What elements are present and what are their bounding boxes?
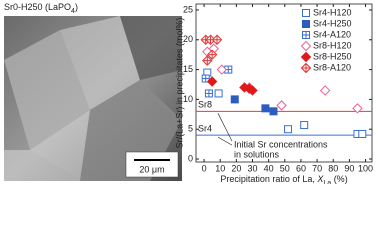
point — [319, 85, 331, 96]
x-tick-label: 80 — [328, 163, 338, 173]
leader — [217, 113, 233, 142]
image-label: Sr0-H250 (LaPO4) — [4, 2, 78, 14]
point — [284, 125, 293, 134]
x-tick-label: 30 — [248, 163, 258, 173]
marker-shape — [230, 95, 239, 104]
legend-label: Sr4-A120 — [313, 29, 351, 39]
label-part: Sr0-H250 (LaPO — [4, 2, 71, 12]
marker-shape — [302, 9, 310, 17]
point — [276, 100, 287, 111]
y-tick-label: 20 — [183, 34, 193, 44]
legend-label: Sr8-H250 — [313, 51, 352, 61]
marker-shape — [300, 121, 309, 130]
marker-shape — [206, 76, 218, 87]
point — [300, 121, 309, 130]
reference-label: Sr4 — [198, 124, 212, 134]
point — [269, 107, 278, 116]
plot-frame — [195, 3, 373, 163]
marker-shape — [214, 89, 223, 98]
reference-label: Sr8 — [198, 100, 212, 110]
marker-shape — [300, 40, 312, 52]
point — [230, 95, 239, 104]
point — [211, 34, 223, 45]
legend-marker — [302, 31, 310, 39]
marker-shape — [284, 125, 293, 134]
legend-marker — [300, 62, 312, 74]
point — [358, 129, 367, 138]
x-label-part: (%) — [331, 174, 348, 184]
y-tick-label: 10 — [183, 94, 193, 104]
point — [247, 85, 258, 96]
marker-shape — [352, 103, 363, 114]
annotation: Initial Sr concentrations — [234, 140, 328, 150]
x-tick-label: 0 — [202, 163, 207, 173]
y-tick-label: 5 — [188, 124, 193, 134]
x-tick-label: 20 — [231, 163, 241, 173]
point — [201, 74, 210, 83]
marker-shape — [302, 20, 310, 28]
point — [261, 104, 270, 113]
x-label-part: Precipitation ratio of La, — [220, 174, 317, 184]
annotation: in solutions — [234, 150, 280, 160]
point — [202, 55, 213, 66]
legend-label: Sr4-H120 — [313, 7, 352, 17]
x-tick-label: 90 — [344, 163, 354, 173]
x-label-part: X — [316, 174, 324, 184]
marker-shape — [276, 100, 287, 111]
marker-shape — [247, 85, 258, 96]
y-tick-label: 15 — [183, 64, 193, 74]
y-axis-label: Sr/(La+Sr) in precipitates (mol%) — [174, 18, 184, 149]
legend-marker — [302, 9, 310, 17]
x-label-part: La — [323, 180, 331, 184]
x-tick-label: 70 — [312, 163, 322, 173]
figure: 20 μm Sr0-H250 (LaPO4) 0 10 20 30 40 50 60 70 80… — [4, 2, 373, 184]
legend-label: Sr4-H250 — [313, 18, 352, 28]
x-axis-label: Precipitation ratio of La, XLa (%) — [220, 174, 347, 184]
point — [352, 103, 363, 114]
point — [214, 89, 223, 98]
label-sub: 4 — [71, 8, 75, 15]
y-tick-label: 25 — [183, 4, 193, 14]
x-tick-label: 100 — [358, 163, 373, 173]
point — [216, 64, 228, 75]
marker-shape — [261, 104, 270, 113]
marker-shape — [319, 85, 331, 96]
x-tick-label: 10 — [215, 163, 225, 173]
marker-shape — [216, 64, 228, 75]
legend-marker — [300, 51, 312, 63]
micrograph: 20 μm — [4, 16, 182, 181]
legend-label: Sr8-A120 — [313, 62, 351, 72]
scale-bar-label: 20 μm — [139, 164, 164, 174]
x-tick-label: 40 — [264, 163, 274, 173]
label-part: ) — [75, 2, 78, 12]
legend-label: Sr8-H120 — [313, 40, 352, 50]
marker-shape — [269, 107, 278, 116]
point — [204, 89, 213, 98]
marker-shape — [300, 51, 312, 63]
x-tick-label: 60 — [296, 163, 306, 173]
legend-marker — [300, 40, 312, 52]
point — [206, 49, 218, 60]
x-tick-label: 50 — [280, 163, 290, 173]
y-tick-label: 0 — [188, 153, 193, 163]
point — [206, 76, 218, 87]
legend-marker — [302, 20, 310, 28]
marker-shape — [358, 129, 367, 138]
leader — [217, 136, 233, 146]
